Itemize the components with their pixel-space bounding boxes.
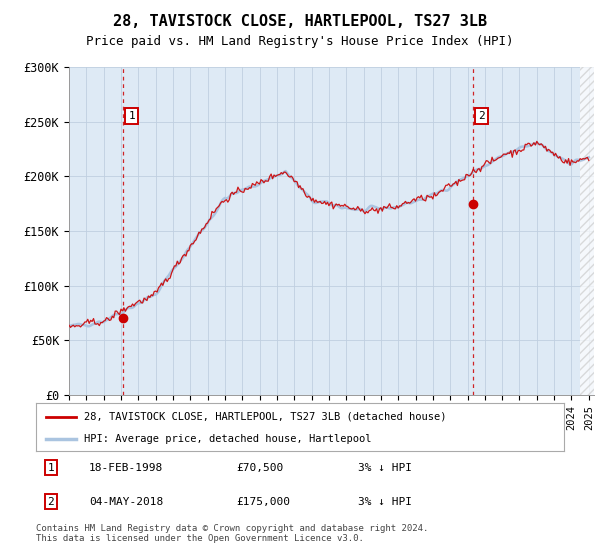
Text: 3% ↓ HPI: 3% ↓ HPI	[358, 497, 412, 507]
Text: 28, TAVISTOCK CLOSE, HARTLEPOOL, TS27 3LB (detached house): 28, TAVISTOCK CLOSE, HARTLEPOOL, TS27 3L…	[83, 412, 446, 422]
Text: 04-MAY-2018: 04-MAY-2018	[89, 497, 163, 507]
Text: 28, TAVISTOCK CLOSE, HARTLEPOOL, TS27 3LB: 28, TAVISTOCK CLOSE, HARTLEPOOL, TS27 3L…	[113, 14, 487, 29]
Text: Contains HM Land Registry data © Crown copyright and database right 2024.
This d: Contains HM Land Registry data © Crown c…	[36, 524, 428, 543]
Bar	[580, 67, 598, 395]
Text: 1: 1	[128, 111, 135, 122]
Text: 18-FEB-1998: 18-FEB-1998	[89, 463, 163, 473]
Text: £70,500: £70,500	[236, 463, 284, 473]
Text: Price paid vs. HM Land Registry's House Price Index (HPI): Price paid vs. HM Land Registry's House …	[86, 35, 514, 48]
Text: 2: 2	[47, 497, 55, 507]
Text: 3% ↓ HPI: 3% ↓ HPI	[358, 463, 412, 473]
Text: 1: 1	[47, 463, 55, 473]
Text: 2: 2	[479, 111, 485, 122]
Text: HPI: Average price, detached house, Hartlepool: HPI: Average price, detached house, Hart…	[83, 434, 371, 444]
Text: £175,000: £175,000	[236, 497, 290, 507]
